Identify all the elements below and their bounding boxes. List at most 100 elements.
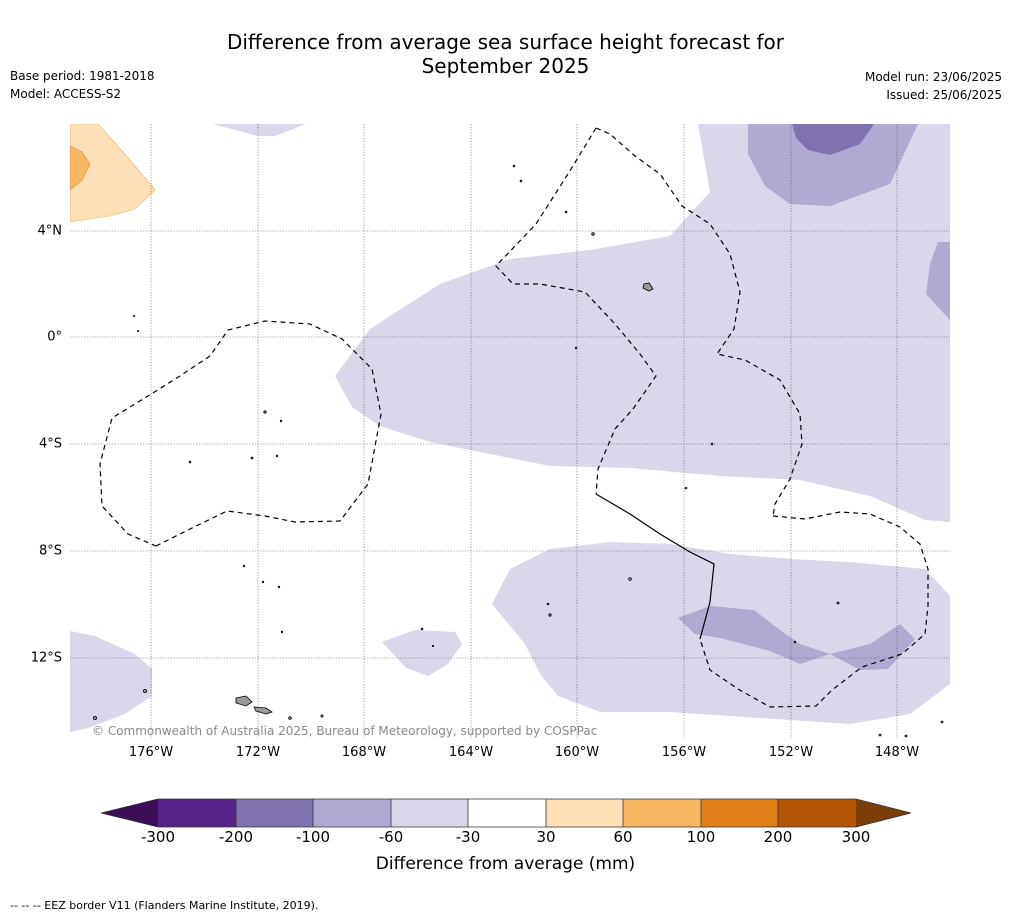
lon-label-148w: 148°W [874,745,920,760]
island-upolu [235,695,253,707]
islet-30 [878,733,882,737]
copyright-credit: © Commonwealth of Australia 2025, Bureau… [92,724,598,738]
islet-25 [92,716,97,721]
islet-8 [250,456,254,460]
lat-label-12s: 12°S [30,650,62,666]
colorbar-seg-3 [313,799,391,827]
gridlines [70,124,950,738]
islet-2 [512,164,516,168]
islet-31 [904,734,908,738]
colorbar-tick-60: 60 [613,828,633,846]
meta-left: Base period: 1981-2018 Model: ACCESS-S2 [10,67,155,103]
anomaly-weak-negative-islet [382,630,462,676]
islet-14 [546,602,550,606]
anomaly-mid-positive [70,145,91,191]
colorbar-seg-6 [546,799,623,827]
lon-label-176w: 176°W [128,745,174,760]
eez-border-samoa-tokelau [99,320,382,547]
islet-24 [143,689,148,694]
islands [92,164,944,738]
colorbar-tick-30: 30 [536,828,556,846]
islet-9 [275,454,279,458]
anomaly-fields [70,124,950,732]
islet-22 [420,627,424,631]
anomaly-weak-negative-north [213,124,306,136]
model-run: Model run: 23/06/2025 [864,70,1002,84]
colorbar-tick-neg300: -300 [140,828,176,846]
colorbar-seg-7 [623,799,701,827]
eez-legend-footer: -- -- -- EEZ border V11 (Flanders Marine… [10,899,319,912]
lat-label-0: 0° [47,329,62,345]
lon-label-152w: 152°W [768,745,814,760]
colorbar-tick-neg200: -200 [218,828,254,846]
colorbar-tick-100: 100 [686,828,716,846]
map-title: Difference from average sea surface heig… [0,30,1011,78]
islet-11 [710,442,714,446]
islet-15 [548,613,552,617]
lat-label-8s: 8°S [38,543,62,559]
islet-4 [564,210,568,214]
island-savaii [253,706,273,715]
colorbar-seg-4 [391,799,468,827]
lon-label-172w: 172°W [235,745,281,760]
anomaly-strong-negative [792,124,874,155]
anomaly-weak-positive [70,124,156,223]
colorbar-seg-9 [778,799,856,827]
colorbar-tick-300: 300 [841,828,871,846]
lon-label-160w: 160°W [554,745,600,760]
colorbar-seg-5 [468,799,546,827]
anomaly-weak-negative-main [335,124,950,522]
colorbar-seg-2 [236,799,313,827]
islet-1 [591,232,595,236]
islet-3 [519,179,523,183]
lon-label-164w: 164°W [448,745,494,760]
islet-12 [684,486,688,490]
islet-13 [628,577,632,581]
eez-border-kiribati-line-inner [495,127,657,495]
eez-border-solid-segment [595,493,715,640]
islet-29 [137,329,140,332]
island-christmas [642,282,654,292]
lon-label-168w: 168°W [341,745,387,760]
lon-label-156w: 156°W [661,745,707,760]
model-name: Model: ACCESS-S2 [10,87,122,101]
lat-label-4n: 4°N [37,223,63,239]
colorbar-tick-neg60: -60 [378,828,404,846]
colorbar [100,798,912,828]
islet-28 [133,314,136,317]
title-line-2: September 2025 [421,54,590,78]
islet-17 [793,640,797,644]
colorbar-extend-high [856,799,911,827]
islet-20 [277,585,281,589]
eez-borders [99,127,929,708]
islet-23 [431,644,435,648]
lat-label-4s: 4°S [38,436,62,452]
colorbar-tick-200: 200 [763,828,793,846]
anomaly-mid-negative-northeast [748,124,918,206]
base-period: Base period: 1981-2018 [10,69,155,83]
colorbar-label: Difference from average (mm) [375,854,636,874]
colorbar-seg-8 [701,799,778,827]
colorbar-tick-neg100: -100 [295,828,331,846]
islet-10 [574,346,578,350]
anomaly-mid-negative-east [926,242,950,320]
meta-right: Model run: 23/06/2025 Issued: 25/06/2025 [865,68,1002,104]
anomaly-mid-negative-south [678,606,915,670]
islet-32 [940,720,944,724]
islet-7 [188,460,192,464]
islet-16 [836,601,840,605]
title-line-1: Difference from average sea surface heig… [226,30,785,54]
islet-26 [288,716,292,720]
colorbar-tick-neg30: -30 [455,828,481,846]
issued-date: Issued: 25/06/2025 [886,88,1002,102]
islet-21 [280,630,284,634]
map-panel [70,124,950,738]
islet-27 [320,714,324,718]
islet-18 [242,564,246,568]
colorbar-extend-low [101,799,158,827]
eez-border-kiribati-line-north [595,127,803,517]
islet-19 [261,580,265,584]
anomaly-weak-negative-southwest [70,631,152,732]
islet-5 [263,410,267,414]
colorbar-seg-1 [158,799,236,827]
